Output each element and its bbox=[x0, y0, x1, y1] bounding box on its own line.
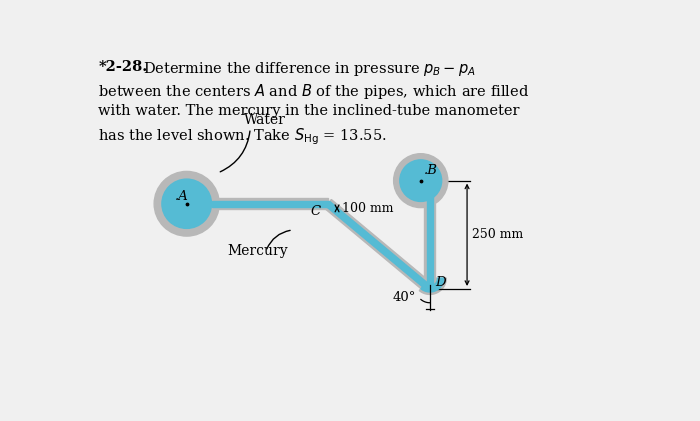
Polygon shape bbox=[324, 200, 433, 293]
Text: has the level shown. Take $S_{\mathrm{Hg}}$ = 13.55.: has the level shown. Take $S_{\mathrm{Hg… bbox=[98, 127, 387, 147]
Text: Water: Water bbox=[244, 113, 286, 128]
Text: between the centers $A$ and $B$ of the pipes, which are filled: between the centers $A$ and $B$ of the p… bbox=[98, 82, 529, 101]
Text: D: D bbox=[435, 276, 446, 289]
Polygon shape bbox=[421, 278, 444, 292]
Polygon shape bbox=[211, 198, 328, 209]
Polygon shape bbox=[211, 201, 328, 207]
Text: 250 mm: 250 mm bbox=[472, 228, 523, 241]
Text: 40°: 40° bbox=[393, 291, 416, 304]
Text: with water. The mercury in the inclined-tube manometer: with water. The mercury in the inclined-… bbox=[98, 104, 520, 118]
Circle shape bbox=[154, 171, 219, 236]
Circle shape bbox=[393, 154, 448, 208]
Polygon shape bbox=[326, 201, 432, 291]
Text: Determine the difference in pressure $p_B - p_A$: Determine the difference in pressure $p_… bbox=[144, 60, 476, 78]
Polygon shape bbox=[403, 175, 430, 186]
Polygon shape bbox=[403, 178, 430, 184]
Circle shape bbox=[162, 179, 211, 228]
Polygon shape bbox=[419, 278, 447, 294]
Polygon shape bbox=[424, 181, 435, 289]
Text: .A: .A bbox=[175, 190, 189, 203]
Circle shape bbox=[400, 160, 442, 201]
Text: *2-28.: *2-28. bbox=[98, 60, 148, 74]
Text: .B: .B bbox=[424, 164, 438, 177]
Polygon shape bbox=[427, 181, 433, 289]
Text: 100 mm: 100 mm bbox=[342, 202, 393, 215]
Text: Mercury: Mercury bbox=[227, 244, 288, 258]
Text: C: C bbox=[311, 205, 321, 218]
